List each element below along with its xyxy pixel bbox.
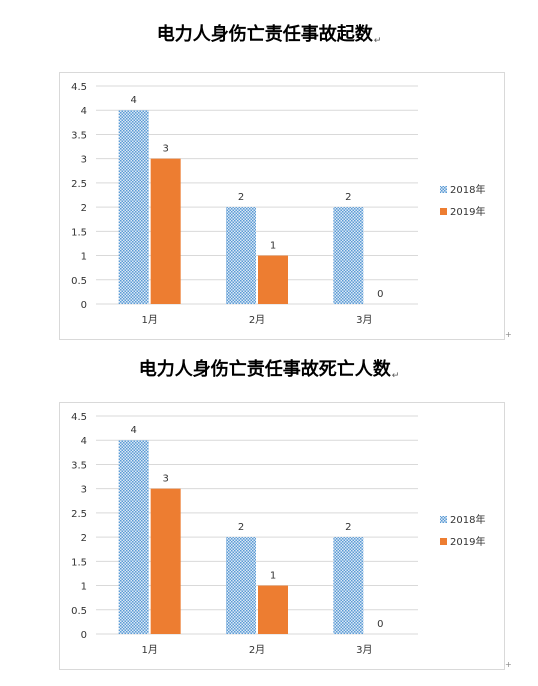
y-tick-label: 4.5 [71, 412, 87, 423]
chart-panel: 0 0.5 1 1.5 2 2.5 3 3.5 4 4.5 1月 4 3 2月 2 1 3月 2 0 2018年 201… [59, 72, 505, 340]
x-tick-label: 1月 [141, 314, 157, 326]
bar-2018 [118, 110, 149, 304]
bar-chart: 0 0.5 1 1.5 2 2.5 3 3.5 4 4.5 1月 4 3 2月 2 1 3月 2 0 2018年 201… [71, 412, 485, 656]
y-tick-label: 0 [81, 300, 87, 311]
y-tick-label: 3.5 [71, 130, 87, 141]
y-tick-label: 2.5 [71, 509, 87, 520]
y-tick-label: 1.5 [71, 557, 87, 568]
data-label: 3 [162, 474, 168, 485]
data-label: 1 [270, 571, 276, 582]
return-mark-icon: ↵ [373, 36, 382, 46]
legend-swatch [440, 208, 447, 215]
legend-label: 2019年 [450, 205, 485, 218]
x-tick-label: 3月 [356, 644, 372, 656]
bar-2019 [150, 158, 181, 304]
x-tick-label: 1月 [141, 644, 157, 656]
y-tick-label: 1 [81, 582, 87, 593]
data-label: 2 [238, 522, 244, 533]
data-label: 1 [270, 241, 276, 252]
y-tick-label: 0.5 [71, 606, 87, 617]
chart-title-text: 电力人身伤亡责任事故死亡人数 [138, 359, 391, 380]
bar-2018 [333, 537, 364, 634]
y-tick-label: 3 [81, 155, 87, 166]
y-tick-label: 4 [81, 106, 87, 117]
legend-swatch [440, 538, 447, 545]
y-tick-label: 0 [81, 630, 87, 641]
y-tick-label: 1.5 [71, 227, 87, 238]
bar-2018 [226, 207, 256, 304]
bar-2018 [333, 207, 364, 304]
data-label: 2 [345, 522, 351, 533]
data-label: 0 [377, 289, 383, 300]
bar-2018 [226, 537, 256, 634]
bar-2018 [118, 440, 149, 634]
bar-2019 [258, 255, 288, 304]
y-tick-label: 3.5 [71, 460, 87, 471]
chart-title: 电力人身伤亡责任事故死亡人数↵ [0, 355, 538, 381]
bar-2019 [150, 488, 181, 634]
y-tick-label: 1 [81, 252, 87, 263]
y-tick-label: 2.5 [71, 179, 87, 190]
data-label: 4 [130, 95, 136, 106]
y-tick-label: 0.5 [71, 276, 87, 287]
chart-panel: 0 0.5 1 1.5 2 2.5 3 3.5 4 4.5 1月 4 3 2月 2 1 3月 2 0 2018年 201… [59, 402, 505, 670]
data-label: 2 [345, 192, 351, 203]
chart-title-text: 电力人身伤亡责任事故起数 [156, 24, 373, 45]
data-label: 2 [238, 192, 244, 203]
y-tick-label: 3 [81, 485, 87, 496]
data-label: 4 [130, 425, 136, 436]
legend-swatch [440, 516, 447, 523]
legend-label: 2019年 [450, 535, 485, 548]
y-tick-label: 2 [81, 203, 87, 214]
x-tick-label: 2月 [249, 644, 265, 656]
x-tick-label: 3月 [356, 314, 372, 326]
data-label: 0 [377, 619, 383, 630]
bar-2019 [258, 585, 288, 634]
x-tick-label: 2月 [249, 314, 265, 326]
return-mark-icon: ↵ [391, 371, 400, 381]
y-tick-label: 2 [81, 533, 87, 544]
cursor-mark-icon: + [505, 660, 512, 669]
bar-chart: 0 0.5 1 1.5 2 2.5 3 3.5 4 4.5 1月 4 3 2月 2 1 3月 2 0 2018年 201… [71, 82, 485, 326]
y-tick-label: 4 [81, 436, 87, 447]
y-tick-label: 4.5 [71, 82, 87, 93]
legend-label: 2018年 [450, 513, 485, 526]
cursor-mark-icon: + [505, 330, 512, 339]
legend-swatch [440, 186, 447, 193]
data-label: 3 [162, 144, 168, 155]
legend-label: 2018年 [450, 183, 485, 196]
chart-title: 电力人身伤亡责任事故起数↵ [0, 20, 538, 46]
